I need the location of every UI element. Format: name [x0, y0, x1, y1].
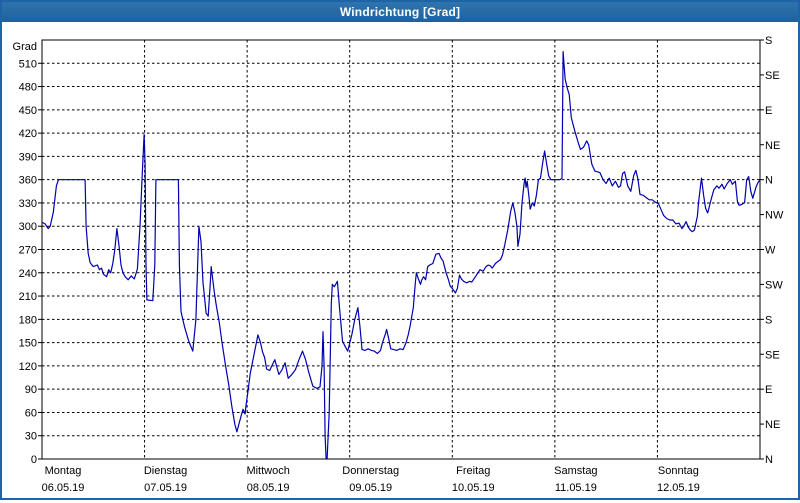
y-axis-tick-label: 330: [19, 198, 37, 210]
compass-tick-label: E: [765, 105, 772, 117]
y-axis-tick-label: 240: [19, 268, 37, 280]
y-axis-tick-label: 300: [19, 221, 37, 233]
compass-tick-label: SE: [765, 349, 780, 361]
y-axis-tick-label: 90: [25, 384, 37, 396]
compass-tick-label: W: [765, 245, 776, 257]
day-name-label: Montag: [45, 465, 82, 477]
day-name-label: Donnerstag: [342, 465, 399, 477]
compass-tick-label: NE: [765, 140, 780, 152]
compass-tick-label: SE: [765, 70, 780, 82]
window-title: Windrichtung [Grad]: [339, 5, 461, 19]
y-axis-tick-label: 270: [19, 245, 37, 257]
compass-tick-label: S: [765, 35, 772, 47]
y-axis-tick-label: 30: [25, 431, 37, 443]
day-name-label: Sonntag: [658, 465, 699, 477]
y-axis-tick-label: 150: [19, 338, 37, 350]
day-date-label: 11.05.19: [555, 482, 597, 494]
day-date-label: 07.05.19: [144, 482, 187, 494]
day-name-label: Mittwoch: [246, 465, 289, 477]
y-axis-tick-label: 0: [31, 454, 37, 466]
y-axis-tick-label: 450: [19, 105, 37, 117]
y-axis-tick-label: 210: [19, 291, 37, 303]
window-titlebar: Windrichtung [Grad]: [2, 2, 798, 22]
compass-tick-label: E: [765, 384, 772, 396]
day-date-label: 09.05.19: [349, 482, 392, 494]
compass-tick-label: N: [765, 454, 773, 466]
day-date-label: 08.05.19: [247, 482, 290, 494]
day-date-label: 12.05.19: [657, 482, 700, 494]
grad-axis-title: Grad: [13, 41, 37, 53]
day-name-label: Freitag: [456, 465, 490, 477]
y-axis-tick-label: 180: [19, 314, 37, 326]
day-date-label: 06.05.19: [42, 482, 85, 494]
compass-tick-label: NE: [765, 419, 780, 431]
y-axis-tick-label: 480: [19, 82, 37, 94]
compass-tick-label: S: [765, 314, 772, 326]
day-name-label: Dienstag: [144, 465, 187, 477]
y-axis-tick-label: 420: [19, 128, 37, 140]
day-date-label: 10.05.19: [452, 482, 495, 494]
wind-direction-line: [41, 51, 761, 460]
y-axis-tick-label: 60: [25, 407, 37, 419]
y-axis-tick-label: 510: [19, 58, 37, 70]
y-axis-tick-label: 120: [19, 361, 37, 373]
y-axis-tick-label: 390: [19, 151, 37, 163]
compass-tick-label: NW: [765, 210, 784, 222]
day-name-label: Samstag: [554, 465, 597, 477]
compass-tick-label: SW: [765, 279, 783, 291]
compass-tick-label: N: [765, 175, 773, 187]
y-axis-tick-label: 360: [19, 175, 37, 187]
chart-area: 0 30 60 90 120 150 180 210 240 270 300 330 360 390 420…: [2, 22, 798, 498]
wind-direction-chart: 0 30 60 90 120 150 180 210 240 270 300 330 360 390 420…: [13, 35, 784, 494]
